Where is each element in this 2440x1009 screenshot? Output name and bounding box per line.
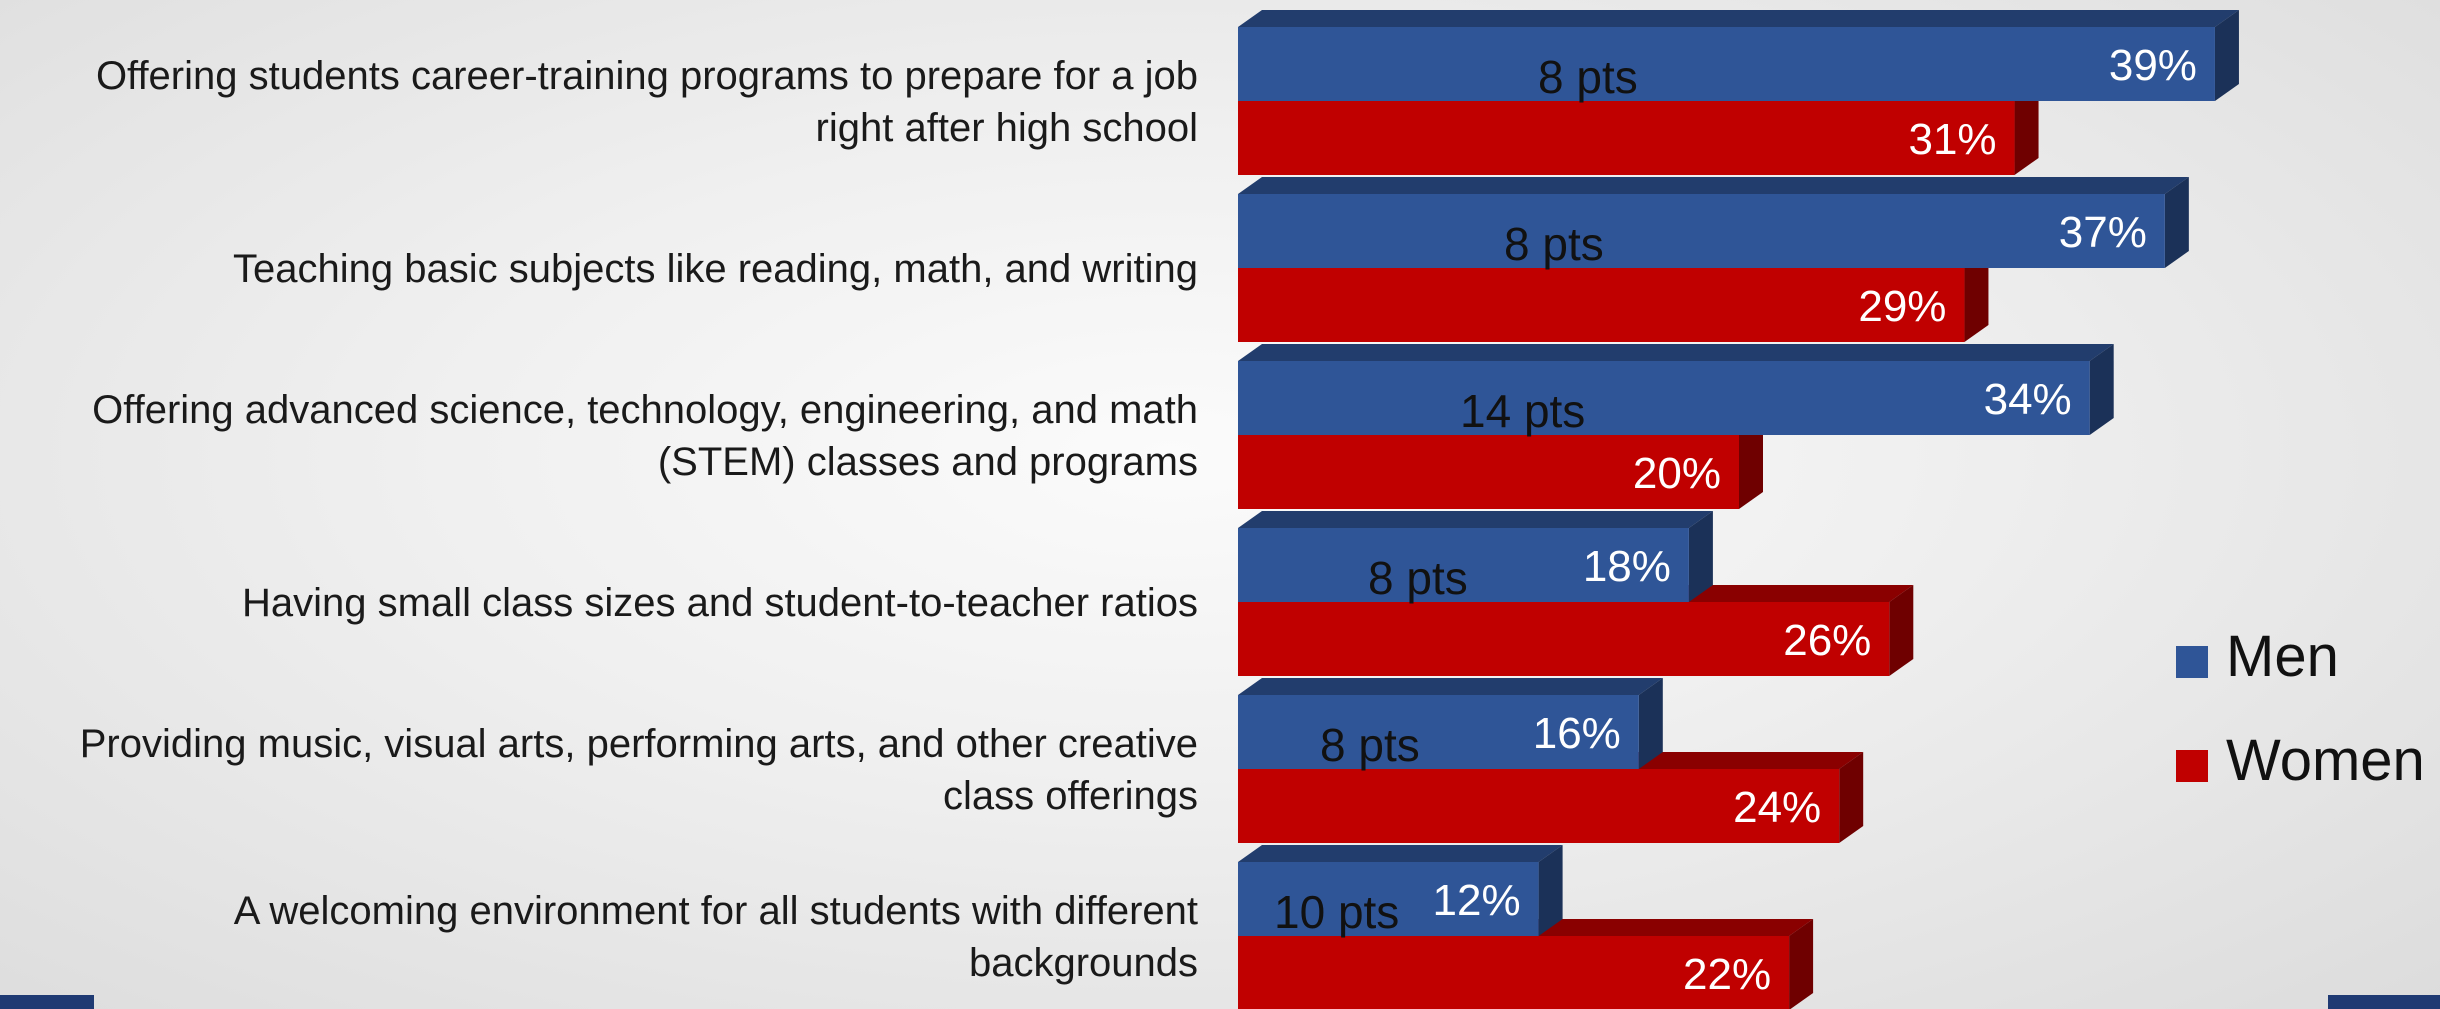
legend-label-women: Women: [2226, 728, 2425, 793]
women-bar-4-side: [1839, 752, 1864, 843]
men-bar-2-side: [2089, 344, 2114, 435]
difference-labels: 8 pts 8 pts 14 pts 8 pts 8 pts 10 pts: [1274, 51, 1638, 938]
legend-label-men: Men: [2226, 624, 2339, 689]
men-value-label-2: 34%: [1984, 375, 2072, 424]
difference-label-5: 10 pts: [1274, 886, 1399, 938]
men-bar-0-front: [1238, 27, 2215, 101]
women-bar-2-side: [1739, 418, 1763, 509]
category-label-line: Offering advanced science, technology, e…: [92, 388, 1198, 432]
difference-label-1: 8 pts: [1504, 218, 1604, 270]
category-label-5: A welcoming environment for all students…: [234, 889, 1198, 985]
men-bar-1-top: [1238, 177, 2189, 194]
men-bar-2: [1238, 344, 2114, 435]
men-bar-2-top: [1238, 344, 2114, 361]
corner-decoration-right: [2328, 995, 2440, 1009]
men-bar-0: [1238, 10, 2239, 101]
men-bar-0-side: [2214, 10, 2239, 101]
men-bar-5-side: [1538, 845, 1563, 936]
category-labels: Offering students career-training progra…: [80, 54, 1198, 985]
men-value-label-4: 16%: [1533, 709, 1621, 758]
category-label-line: Having small class sizes and student-to-…: [242, 581, 1198, 625]
men-bar-1-side: [2164, 177, 2189, 268]
women-bar-3: [1238, 585, 1914, 676]
women-value-label-4: 24%: [1733, 783, 1821, 832]
women-bar-2-front: [1238, 435, 1739, 509]
category-label-line: Offering students career-training progra…: [96, 54, 1198, 98]
bars: 39% 31% 37% 29% 34% 20% 18% 26% 16% 24% 12% 22%: [1238, 10, 2239, 1009]
men-bar-5: [1238, 845, 1563, 936]
difference-label-3: 8 pts: [1368, 552, 1468, 604]
category-label-1: Teaching basic subjects like reading, ma…: [233, 247, 1198, 291]
men-bar-4-front: [1238, 695, 1639, 769]
women-value-label-3: 26%: [1783, 616, 1871, 665]
legend-swatch-men: [2176, 646, 2208, 678]
women-bar-3-side: [1889, 585, 1914, 676]
women-value-label-1: 29%: [1858, 282, 1946, 331]
women-value-label-2: 20%: [1633, 449, 1721, 498]
men-value-label-0: 39%: [2109, 41, 2197, 90]
men-bar-2-front: [1238, 361, 2090, 435]
men-bar-5-top: [1238, 845, 1563, 862]
category-label-line: A welcoming environment for all students…: [234, 889, 1198, 933]
category-label-line: right after high school: [816, 106, 1198, 150]
men-bar-5-front: [1238, 862, 1539, 936]
men-value-label-3: 18%: [1583, 542, 1671, 591]
men-bar-3-front: [1238, 528, 1689, 602]
women-bar-5-side: [1789, 919, 1814, 1009]
men-value-label-1: 37%: [2059, 208, 2147, 257]
women-value-label-0: 31%: [1908, 115, 1996, 164]
category-label-3: Having small class sizes and student-to-…: [242, 581, 1198, 625]
category-label-line: backgrounds: [969, 941, 1198, 985]
women-value-label-5: 22%: [1683, 950, 1771, 999]
difference-label-0: 8 pts: [1538, 51, 1638, 103]
category-label-line: class offerings: [943, 774, 1198, 818]
category-label-line: Teaching basic subjects like reading, ma…: [233, 247, 1198, 291]
difference-label-2: 14 pts: [1460, 385, 1585, 437]
legend: Men Women: [2176, 624, 2425, 793]
women-bar-5-front: [1238, 936, 1790, 1009]
men-value-label-5: 12%: [1433, 876, 1521, 925]
men-bar-3-side: [1688, 511, 1713, 602]
category-label-0: Offering students career-training progra…: [96, 54, 1198, 150]
men-bar-4: [1238, 678, 1663, 769]
women-bar-0-side: [2014, 84, 2039, 175]
men-bar-4-side: [1638, 678, 1663, 769]
category-label-4: Providing music, visual arts, performing…: [80, 722, 1198, 818]
category-label-line: Providing music, visual arts, performing…: [80, 722, 1198, 766]
men-bar-3: [1238, 511, 1713, 602]
difference-label-4: 8 pts: [1320, 719, 1420, 771]
category-label-2: Offering advanced science, technology, e…: [92, 388, 1198, 484]
women-bar-0-front: [1238, 101, 2015, 175]
women-bar-3-front: [1238, 602, 1890, 676]
men-bar-3-top: [1238, 511, 1713, 528]
corner-decoration-left: [0, 995, 94, 1009]
women-bar-4-front: [1238, 769, 1840, 843]
men-bar-4-top: [1238, 678, 1663, 695]
men-bar-1: [1238, 177, 2189, 268]
women-bar-1-side: [1964, 251, 1989, 342]
women-bar-1-front: [1238, 268, 1965, 342]
men-bar-1-front: [1238, 194, 2165, 268]
category-label-line: (STEM) classes and programs: [658, 440, 1198, 484]
legend-swatch-women: [2176, 750, 2208, 782]
men-bar-0-top: [1238, 10, 2239, 27]
